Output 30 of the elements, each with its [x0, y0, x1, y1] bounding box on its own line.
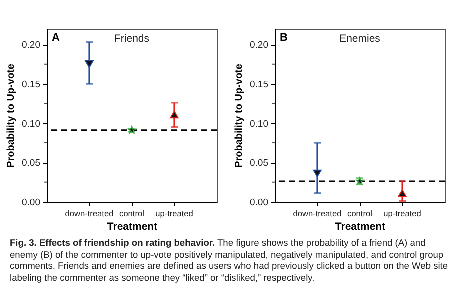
point: [128, 126, 136, 134]
y-tick-label: 0.15: [22, 80, 40, 91]
point: [313, 170, 322, 178]
y-tick-label: 0.00: [22, 198, 40, 208]
point: [398, 189, 407, 198]
y-tick-label: 0.00: [250, 198, 268, 208]
annotation: A: [52, 32, 60, 44]
y-tick-label: 0.20: [250, 40, 268, 52]
point: [85, 60, 94, 68]
x-axis-title: Treatment: [107, 220, 158, 233]
y-tick-label: 0.05: [22, 158, 40, 170]
y-tick-label: 0.15: [250, 80, 268, 91]
x-tick-label: control: [348, 208, 373, 218]
y-tick-label: 0.10: [250, 118, 268, 130]
y-axis-title: Probability to Up-vote: [6, 64, 18, 168]
y-axis-title: Probability to Up-vote: [234, 64, 246, 168]
y-tick-label: 0.05: [250, 158, 268, 170]
x-tick-label: control: [120, 208, 145, 218]
x-tick-label: down-treated: [293, 208, 342, 218]
x-tick-label: up-treated: [384, 208, 422, 218]
caption: Fig. 3. Effects of friendship on rating behavior. The figure shows the probability of a friend (A) and enemy (B) of the commenter to up-vote positively manipulated, negatively manipulated, and control group comments. Friends and enemies are defined as users who had previously clicked a button on the Web site labeling the commenter as someone they “liked” or “disliked,” respectively.: [10, 238, 450, 284]
x-tick-label: down-treated: [65, 208, 114, 218]
point: [170, 110, 179, 119]
y-tick-label: 0.20: [22, 40, 40, 52]
annotation: B: [280, 32, 288, 44]
chart-title: Enemies: [340, 33, 380, 45]
chart-title: Friends: [114, 33, 150, 45]
x-axis-title: Treatment: [335, 220, 386, 233]
y-tick-label: 0.10: [22, 118, 40, 130]
x-tick-label: up-treated: [156, 208, 194, 218]
